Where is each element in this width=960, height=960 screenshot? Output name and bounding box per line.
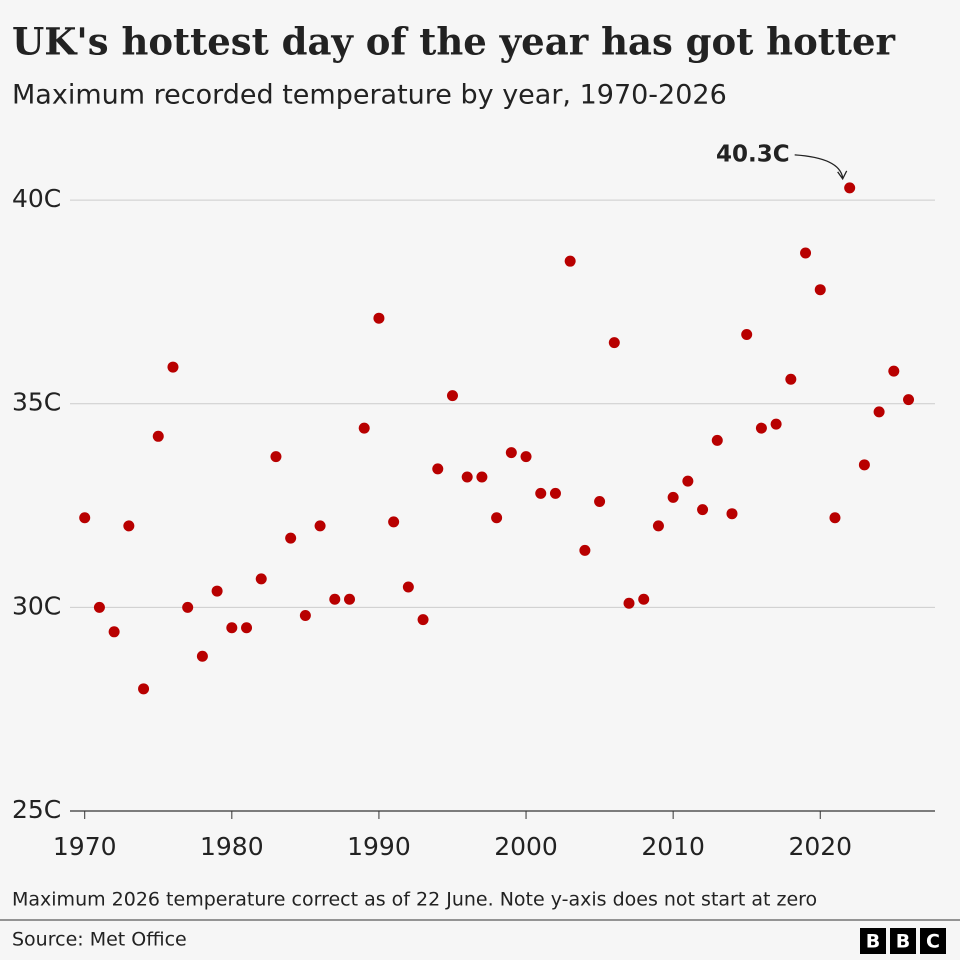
point — [123, 520, 135, 532]
point — [755, 422, 767, 434]
point — [726, 508, 738, 520]
logo-box — [890, 928, 916, 954]
x-tick-label: 2010 — [641, 832, 705, 861]
point — [800, 247, 812, 259]
point — [520, 451, 532, 463]
x-tick-label: 1980 — [200, 832, 264, 861]
point — [741, 328, 753, 340]
point — [402, 581, 414, 593]
point — [814, 284, 826, 296]
point — [446, 390, 458, 402]
point — [888, 365, 900, 377]
y-tick-label: 40C — [12, 184, 61, 213]
point — [844, 182, 856, 194]
x-tick-label: 2020 — [788, 832, 852, 861]
point — [152, 430, 164, 442]
point — [432, 463, 444, 475]
chart-title: UK's hottest day of the year has got hot… — [12, 20, 895, 64]
point — [652, 520, 664, 532]
note: Maximum 2026 temperature correct as of 2… — [12, 889, 817, 911]
point — [285, 532, 297, 544]
point — [329, 593, 341, 605]
point — [461, 471, 473, 483]
point — [167, 361, 179, 373]
point — [299, 610, 311, 622]
chart-subtitle: Maximum recorded temperature by year, 19… — [12, 80, 727, 111]
point — [226, 622, 238, 634]
logo-box — [920, 928, 946, 954]
point — [623, 597, 635, 609]
point — [196, 650, 208, 662]
point — [344, 593, 356, 605]
logo-box — [860, 928, 886, 954]
point — [858, 459, 870, 471]
point — [241, 622, 253, 634]
point — [476, 471, 488, 483]
logo-letter: B — [896, 931, 910, 953]
point — [255, 573, 267, 585]
source: Source: Met Office — [12, 929, 187, 951]
point — [388, 516, 400, 528]
annotation-arrow — [794, 154, 844, 179]
point — [270, 451, 282, 463]
y-tick-label: 35C — [12, 388, 61, 417]
point — [711, 434, 723, 446]
point — [373, 312, 385, 324]
point — [108, 626, 120, 638]
point — [138, 683, 150, 695]
y-tick-label: 25C — [12, 795, 61, 824]
point — [79, 512, 91, 524]
point — [93, 601, 105, 613]
x-tick-label: 1970 — [53, 832, 117, 861]
point — [314, 520, 326, 532]
point — [211, 585, 223, 597]
point — [903, 394, 915, 406]
point — [417, 614, 429, 626]
point — [667, 491, 679, 503]
point — [770, 418, 782, 430]
point — [829, 512, 841, 524]
point — [564, 255, 576, 267]
annotation-arrowhead — [837, 170, 848, 181]
point — [505, 447, 517, 459]
point — [491, 512, 503, 524]
point — [873, 406, 885, 418]
annotation: 40.3C — [716, 141, 790, 167]
logo-letter: C — [926, 931, 940, 953]
point — [785, 373, 797, 385]
point — [697, 504, 709, 516]
point — [638, 593, 650, 605]
point — [594, 495, 606, 507]
point — [682, 475, 694, 487]
point — [579, 544, 591, 556]
x-tick-label: 2000 — [494, 832, 558, 861]
y-tick-label: 30C — [12, 591, 61, 620]
point — [549, 487, 561, 499]
point — [608, 337, 620, 349]
logo-letter: B — [866, 931, 880, 953]
point — [182, 601, 194, 613]
point — [358, 422, 370, 434]
x-tick-label: 1990 — [347, 832, 411, 861]
point — [535, 487, 547, 499]
